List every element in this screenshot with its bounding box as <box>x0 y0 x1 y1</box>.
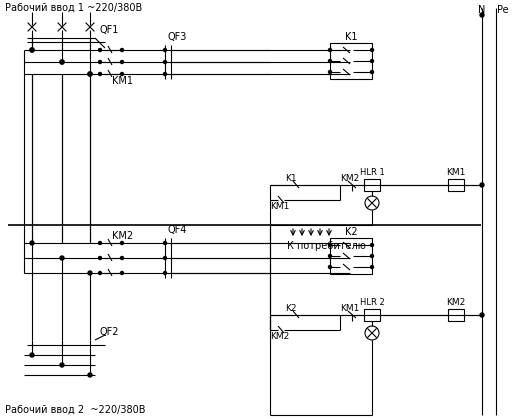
Circle shape <box>121 60 124 64</box>
Circle shape <box>30 48 34 52</box>
Text: KM2: KM2 <box>270 332 289 341</box>
Circle shape <box>329 243 332 246</box>
Circle shape <box>329 70 332 73</box>
Text: QF2: QF2 <box>100 327 119 337</box>
Circle shape <box>99 256 102 259</box>
Circle shape <box>480 313 484 317</box>
Text: QF3: QF3 <box>167 32 187 42</box>
Circle shape <box>99 241 102 245</box>
Circle shape <box>370 70 374 73</box>
Circle shape <box>121 49 124 52</box>
Text: K1: K1 <box>345 32 357 42</box>
Circle shape <box>60 256 64 260</box>
Circle shape <box>121 72 124 75</box>
Text: Рабочий ввод 1 ~220/380В: Рабочий ввод 1 ~220/380В <box>5 3 142 13</box>
Circle shape <box>30 48 34 52</box>
Circle shape <box>163 241 167 245</box>
Circle shape <box>329 49 332 52</box>
Circle shape <box>329 254 332 258</box>
Circle shape <box>370 266 374 269</box>
Circle shape <box>121 241 124 245</box>
Circle shape <box>99 49 102 52</box>
Circle shape <box>88 373 92 377</box>
Circle shape <box>60 60 64 64</box>
Bar <box>364 309 380 321</box>
Circle shape <box>370 49 374 52</box>
Text: K2: K2 <box>345 227 357 237</box>
Text: KM1: KM1 <box>270 202 289 211</box>
Text: HLR 2: HLR 2 <box>359 298 385 307</box>
Text: KM2: KM2 <box>340 174 359 183</box>
Circle shape <box>329 59 332 62</box>
Text: K2: K2 <box>285 304 297 313</box>
Circle shape <box>329 266 332 269</box>
Circle shape <box>163 60 167 64</box>
Circle shape <box>370 243 374 246</box>
Text: KM2: KM2 <box>446 298 466 307</box>
Circle shape <box>30 241 34 245</box>
Circle shape <box>480 13 484 17</box>
Circle shape <box>163 49 167 52</box>
Text: K1: K1 <box>285 174 297 183</box>
Text: KM1: KM1 <box>340 304 359 313</box>
Circle shape <box>88 72 92 76</box>
Text: KM1: KM1 <box>446 168 466 177</box>
Circle shape <box>163 72 167 75</box>
Bar <box>448 179 464 191</box>
Circle shape <box>88 72 92 76</box>
Circle shape <box>99 272 102 274</box>
Text: HLR 1: HLR 1 <box>359 168 385 177</box>
Text: N: N <box>478 5 486 15</box>
Text: Рабочий ввод 2  ~220/380В: Рабочий ввод 2 ~220/380В <box>5 405 146 415</box>
Circle shape <box>88 271 92 275</box>
Circle shape <box>163 272 167 274</box>
Circle shape <box>163 256 167 259</box>
Circle shape <box>99 60 102 64</box>
Circle shape <box>370 59 374 62</box>
Bar <box>330 238 372 274</box>
Bar <box>330 43 372 79</box>
Circle shape <box>60 363 64 367</box>
Bar <box>448 309 464 321</box>
Circle shape <box>60 60 64 64</box>
Text: QF1: QF1 <box>100 25 119 35</box>
Text: KM1: KM1 <box>112 76 133 86</box>
Bar <box>364 179 380 191</box>
Text: К потребителю: К потребителю <box>287 241 366 251</box>
Text: KM2: KM2 <box>112 231 133 241</box>
Circle shape <box>121 272 124 274</box>
Circle shape <box>370 254 374 258</box>
Circle shape <box>30 353 34 357</box>
Text: QF4: QF4 <box>167 225 187 235</box>
Circle shape <box>99 72 102 75</box>
Circle shape <box>121 256 124 259</box>
Circle shape <box>480 183 484 187</box>
Text: Pe: Pe <box>497 5 509 15</box>
